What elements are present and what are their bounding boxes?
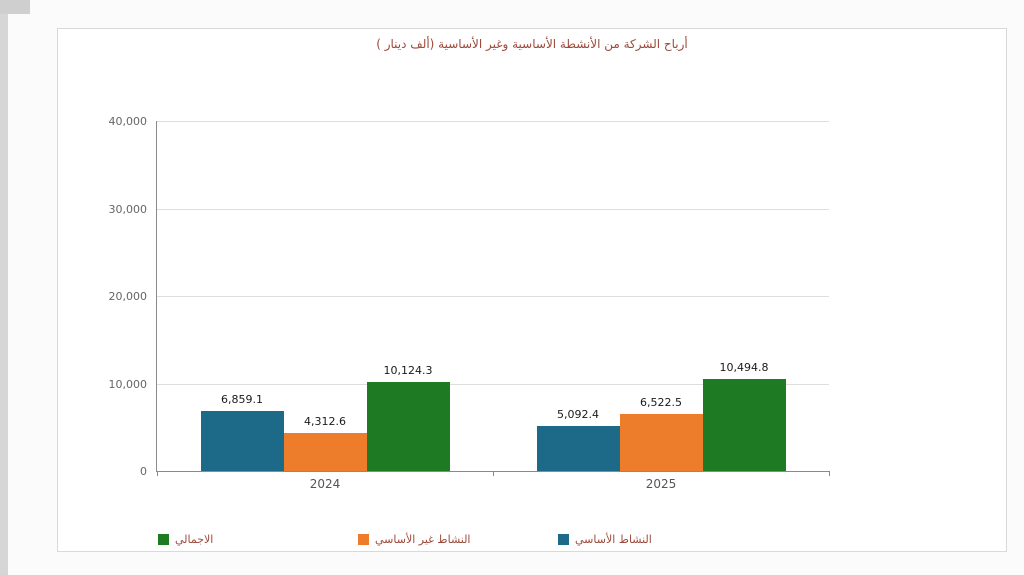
x-tick-label: 2025 <box>645 477 677 491</box>
legend-swatch <box>358 534 369 545</box>
bar-series2-2025 <box>702 379 786 471</box>
y-tick-label: 40,000 <box>108 115 148 128</box>
bar-slot: 5,092.4 <box>536 121 620 471</box>
gridline <box>157 296 829 297</box>
chart-panel: أرباح الشركة من الأنشطة الأساسية وغير ال… <box>57 28 1007 552</box>
plot-area: 40,000 30,000 20,000 10,000 0 6,859.1 4,312.6 1… <box>109 115 830 491</box>
bar-slot: 10,494.8 <box>702 121 786 471</box>
y-tick-label: 10,000 <box>108 377 148 391</box>
bar-value-label: 10,494.8 <box>719 361 769 375</box>
bar-series0-2025 <box>536 426 620 471</box>
bar-slot: 10,124.3 <box>366 121 450 471</box>
legend-label: النشاط غير الأساسي <box>375 533 471 546</box>
bar-value-label: 6,859.1 <box>221 392 263 406</box>
legend-item-total: الاجمالي <box>158 533 358 546</box>
bar-series2-2024 <box>366 382 450 471</box>
chart-title: أرباح الشركة من الأنشطة الأساسية وغير ال… <box>376 37 688 51</box>
legend: الاجمالي النشاط غير الأساسي النشاط الأسا… <box>158 533 758 546</box>
x-tick-mark <box>493 471 494 476</box>
bar-group-2025: 5,092.4 6,522.5 10,494.8 <box>536 121 786 471</box>
bar-series1-2025 <box>619 413 703 471</box>
page-left-edge <box>0 0 8 575</box>
bar-value-label: 4,312.6 <box>304 415 346 429</box>
bar-slot: 4,312.6 <box>283 121 367 471</box>
bar-group-2024: 6,859.1 4,312.6 10,124.3 <box>200 121 450 471</box>
bar-slot: 6,522.5 <box>619 121 703 471</box>
gridline <box>157 208 829 210</box>
x-tick-mark <box>157 471 158 476</box>
bar-series0-2024 <box>200 410 284 471</box>
gridline <box>157 121 829 122</box>
legend-label: الاجمالي <box>175 533 214 546</box>
bar-slot: 6,859.1 <box>200 121 284 471</box>
x-tick-label: 2024 <box>309 477 341 491</box>
legend-swatch <box>158 534 169 545</box>
page-corner-edge <box>0 0 30 14</box>
y-tick-label: 30,000 <box>108 202 148 216</box>
bar-value-label: 6,522.5 <box>640 395 682 409</box>
y-tick-label: 0 <box>140 465 147 478</box>
y-tick-label: 20,000 <box>108 290 148 303</box>
gridline <box>157 383 829 385</box>
bar-value-label: 10,124.3 <box>383 364 433 378</box>
x-tick-mark <box>829 471 830 476</box>
bar-series1-2024 <box>283 433 367 471</box>
legend-label: النشاط الأساسي <box>575 533 652 546</box>
legend-item-noncore: النشاط غير الأساسي <box>358 533 558 546</box>
bar-value-label: 5,092.4 <box>557 408 599 422</box>
legend-item-core: النشاط الأساسي <box>558 533 758 546</box>
legend-swatch <box>558 534 569 545</box>
